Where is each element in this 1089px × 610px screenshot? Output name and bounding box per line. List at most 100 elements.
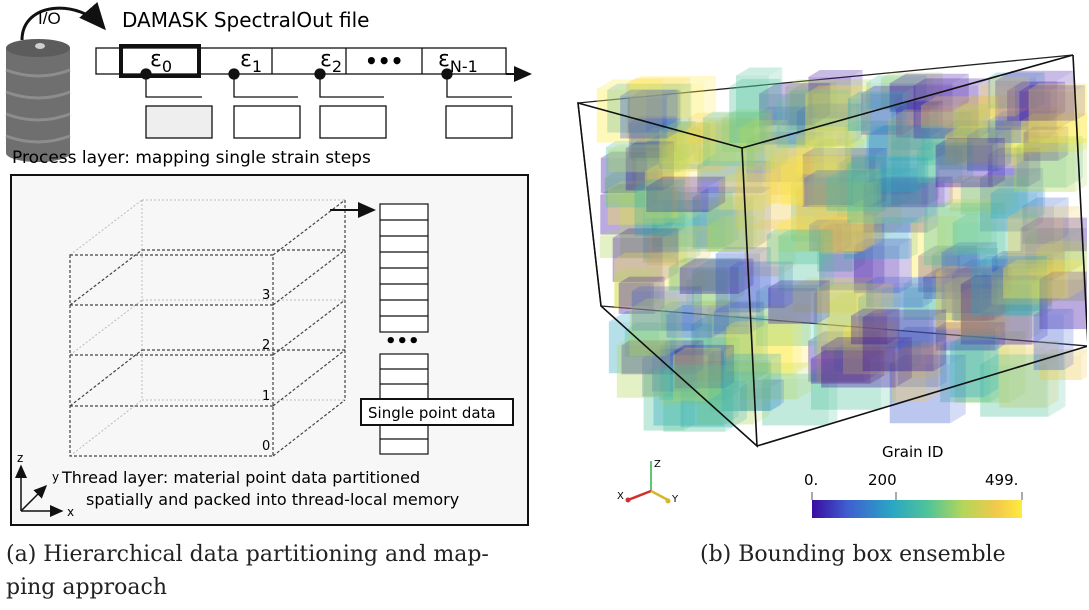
grain-box bbox=[766, 229, 833, 265]
grain-box bbox=[762, 373, 838, 426]
grain-box bbox=[621, 340, 704, 375]
grain-box bbox=[844, 120, 911, 175]
grain-box bbox=[604, 171, 675, 203]
grain-box bbox=[805, 85, 871, 147]
grain-box bbox=[1021, 113, 1087, 152]
grain-box bbox=[844, 217, 918, 259]
process-connectors bbox=[140, 68, 512, 98]
grain-box bbox=[944, 125, 1032, 166]
grain-box bbox=[1019, 85, 1085, 121]
grain-box bbox=[608, 311, 677, 374]
file-title: DAMASK SpectralOut file bbox=[122, 8, 369, 32]
grain-box bbox=[891, 136, 940, 205]
grain-box bbox=[790, 175, 858, 242]
grain-box bbox=[940, 340, 1000, 403]
partition-cube bbox=[69, 199, 346, 457]
grain-box bbox=[778, 230, 835, 292]
strain-label-1: ε1 bbox=[240, 47, 262, 76]
grain-box bbox=[918, 245, 978, 293]
grain-box bbox=[897, 326, 947, 388]
grain-box bbox=[970, 255, 1047, 316]
colorbar-gradient bbox=[812, 500, 1022, 518]
grain-box bbox=[979, 168, 1044, 232]
grain-box bbox=[921, 111, 972, 166]
grain-box bbox=[941, 242, 998, 313]
grain-box bbox=[697, 362, 771, 425]
caption-a-line2: ping approach bbox=[6, 575, 168, 600]
grain-box bbox=[797, 196, 849, 235]
grain-box bbox=[739, 120, 789, 170]
grain-box bbox=[876, 176, 953, 208]
grain-box bbox=[614, 268, 660, 307]
grain-box bbox=[846, 202, 902, 238]
strain-label-0: ε0 bbox=[150, 47, 172, 76]
grain-box bbox=[804, 170, 867, 206]
layer-number-0: 0 bbox=[262, 439, 270, 454]
grain-box bbox=[729, 78, 781, 144]
grain-box bbox=[950, 334, 999, 398]
grain-box bbox=[631, 286, 702, 331]
grain-box bbox=[813, 282, 874, 355]
grain-box bbox=[600, 184, 675, 235]
grain-box bbox=[987, 110, 1056, 144]
grain-box bbox=[765, 139, 818, 204]
strain-label-2: ε2 bbox=[320, 47, 342, 76]
grain-box bbox=[796, 126, 851, 175]
grain-box bbox=[660, 353, 736, 405]
grain-box bbox=[630, 120, 696, 161]
grain-box bbox=[796, 103, 862, 146]
grain-box bbox=[991, 250, 1065, 281]
caption-a-line1: (a) Hierarchical data partitioning and m… bbox=[6, 542, 489, 567]
grain-box bbox=[880, 157, 928, 192]
strain-ellipsis: ••• bbox=[365, 49, 403, 73]
grain-box bbox=[826, 171, 892, 211]
grain-box bbox=[620, 190, 681, 258]
memory-stack-top bbox=[379, 203, 429, 333]
grain-box bbox=[866, 125, 946, 161]
grain-box bbox=[715, 247, 771, 313]
colorbar-label-499: 499. bbox=[985, 471, 1018, 489]
orientation-z-label: Z bbox=[654, 459, 661, 470]
grain-box bbox=[702, 111, 765, 166]
grain-box bbox=[624, 322, 712, 357]
grain-box bbox=[744, 219, 796, 277]
grain-box bbox=[944, 276, 1019, 313]
grain-box bbox=[618, 276, 665, 314]
orientation-y-label: Y bbox=[671, 494, 679, 505]
grain-box bbox=[889, 354, 966, 424]
grain-box bbox=[626, 77, 691, 139]
grain-box bbox=[652, 191, 733, 252]
grain-box bbox=[634, 164, 702, 223]
grain-box bbox=[949, 175, 1017, 212]
thread-layer-line1: Thread layer: material point data partit… bbox=[61, 468, 420, 487]
grain-box bbox=[1036, 240, 1087, 301]
grain-box bbox=[697, 160, 771, 193]
grain-box bbox=[659, 120, 716, 165]
grain-box bbox=[680, 381, 747, 428]
grain-box bbox=[847, 91, 907, 131]
grain-box bbox=[642, 348, 715, 397]
grain-box bbox=[820, 214, 874, 255]
grain-box bbox=[990, 188, 1046, 219]
axis-label-y: y bbox=[52, 470, 59, 484]
grain-box bbox=[960, 288, 1009, 336]
axis-label-z: z bbox=[17, 451, 23, 465]
grain-box bbox=[652, 209, 739, 247]
grain-box bbox=[795, 182, 875, 251]
grain-box bbox=[652, 348, 704, 392]
grain-box bbox=[810, 350, 885, 384]
grain-box bbox=[644, 164, 691, 219]
grain-box bbox=[816, 313, 890, 383]
grain-box bbox=[866, 75, 927, 110]
grain-box bbox=[816, 231, 866, 272]
grain-box bbox=[647, 225, 711, 266]
grain-box bbox=[688, 112, 771, 144]
grain-box bbox=[999, 340, 1059, 408]
grain-box bbox=[1022, 197, 1069, 244]
grain-box bbox=[895, 100, 943, 138]
grain-box bbox=[698, 143, 755, 182]
grain-box bbox=[1003, 259, 1083, 299]
grain-box bbox=[740, 362, 813, 400]
grain-box bbox=[632, 133, 686, 195]
caption-b: (b) Bounding box ensemble bbox=[700, 542, 1006, 567]
